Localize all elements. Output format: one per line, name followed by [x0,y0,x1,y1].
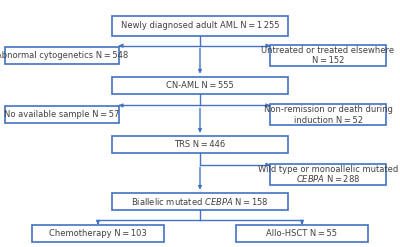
Text: Allo-HSCT N = 55: Allo-HSCT N = 55 [266,229,338,238]
FancyBboxPatch shape [5,47,119,64]
Text: Wild type or monoallelic mutated: Wild type or monoallelic mutated [258,165,398,174]
Text: No available sample N = 57: No available sample N = 57 [4,110,120,119]
Text: TRS N = 446: TRS N = 446 [174,140,226,149]
Text: Chemotherapy N = 103: Chemotherapy N = 103 [49,229,147,238]
Text: Untreated or treated elsewhere
N = 152: Untreated or treated elsewhere N = 152 [262,46,394,65]
FancyBboxPatch shape [112,193,288,210]
FancyBboxPatch shape [32,225,164,242]
Text: Newly diagnosed adult AML N = 1 255: Newly diagnosed adult AML N = 1 255 [121,21,279,30]
FancyBboxPatch shape [236,225,368,242]
FancyBboxPatch shape [270,164,386,185]
FancyBboxPatch shape [112,136,288,153]
Text: $\mathit{CEBPA}$ N = 288: $\mathit{CEBPA}$ N = 288 [296,173,360,184]
FancyBboxPatch shape [270,104,386,125]
FancyBboxPatch shape [112,77,288,94]
Text: Biallelic mutated $\mathit{CEBPA}$ N = 158: Biallelic mutated $\mathit{CEBPA}$ N = 1… [131,196,269,207]
FancyBboxPatch shape [270,45,386,66]
FancyBboxPatch shape [112,16,288,36]
FancyBboxPatch shape [5,106,119,124]
Text: CN-AML N = 555: CN-AML N = 555 [166,81,234,90]
Text: Non-remission or death during
induction N = 52: Non-remission or death during induction … [264,105,392,124]
Text: Abnormal cytogenetics N = 548: Abnormal cytogenetics N = 548 [0,51,128,60]
